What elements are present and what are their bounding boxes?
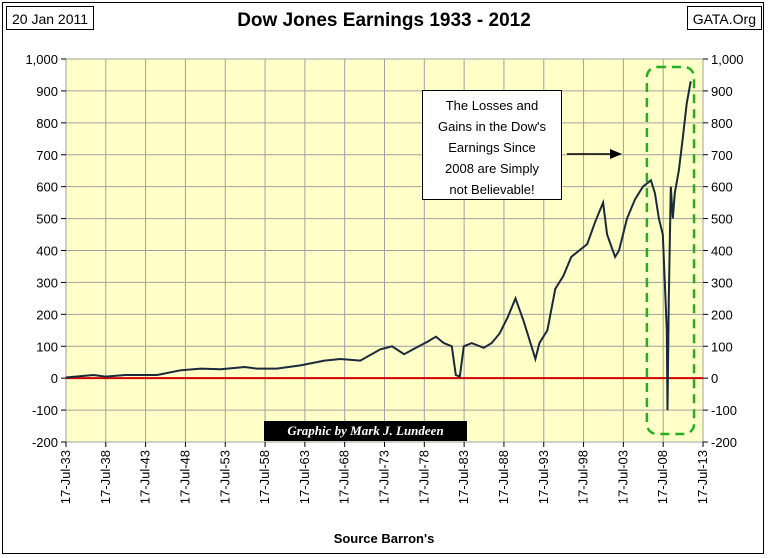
x-tick-label: 17-Jul-53 xyxy=(217,450,232,504)
x-tick-label: 17-Jul-43 xyxy=(138,450,153,504)
x-tick-label: 17-Jul-03 xyxy=(615,450,630,504)
y-tick-label-left: 400 xyxy=(36,244,58,259)
y-tick-label-right: 600 xyxy=(711,180,733,195)
highlight-group xyxy=(645,65,696,436)
x-tick-label: 17-Jul-93 xyxy=(536,450,551,504)
y-tick-label-right: -100 xyxy=(711,403,737,418)
y-tick-label-left: 300 xyxy=(36,275,58,290)
x-tick-label: 17-Jul-78 xyxy=(416,450,431,504)
y-tick-label-right: 200 xyxy=(711,307,733,322)
note-line-1: The Losses and xyxy=(445,98,539,113)
note-line-3: Earnings Since xyxy=(448,140,536,155)
y-tick-label-left: 700 xyxy=(36,148,58,163)
x-tick-label: 17-Jul-38 xyxy=(98,450,113,504)
x-tick-label: 17-Jul-83 xyxy=(456,450,471,504)
y-axis-left: -200 -100 0 100 200 300 400 500 600 700 800 900 1,00… xyxy=(25,52,66,450)
x-tick-label: 17-Jul-63 xyxy=(297,450,312,504)
y-tick-label-right: 400 xyxy=(711,244,733,259)
source-label: Source Barron's xyxy=(333,531,435,546)
y-axis-right: -200 -100 0 100 200 300 400 500 600 700 800 900 1,00… xyxy=(703,52,744,450)
note-line-5: not Believable! xyxy=(449,182,535,197)
y-tick-label-left: 0 xyxy=(51,371,58,386)
y-tick-label-left: 1,000 xyxy=(25,52,58,67)
x-tick-label: 17-Jul-08 xyxy=(655,450,670,504)
x-tick-label: 17-Jul-33 xyxy=(58,450,73,504)
annotation-note: The Losses and Gains in the Dow's Earnin… xyxy=(422,90,562,200)
credit-label: Graphic by Mark J. Lundeen xyxy=(264,421,467,441)
x-tick-label: 17-Jul-58 xyxy=(257,450,272,504)
highlight-box xyxy=(645,65,696,436)
chart-title: Dow Jones Earnings 1933 - 2012 xyxy=(237,10,531,31)
x-tick-label: 17-Jul-98 xyxy=(576,450,591,504)
x-tick-label: 17-Jul-68 xyxy=(337,450,352,504)
y-tick-label-right: 0 xyxy=(711,371,718,386)
note-line-2: Gains in the Dow's xyxy=(438,119,546,134)
y-tick-label-left: 500 xyxy=(36,212,58,227)
y-tick-label-left: -200 xyxy=(32,435,58,450)
y-tick-label-left: 800 xyxy=(36,116,58,131)
date-label: 20 Jan 2011 xyxy=(6,6,95,30)
x-tick-label: 17-Jul-73 xyxy=(377,450,392,504)
y-tick-label-left: 100 xyxy=(36,339,58,354)
series-line-earnings xyxy=(65,81,692,411)
x-tick-label: 17-Jul-48 xyxy=(177,450,192,504)
y-tick-label-right: 100 xyxy=(711,339,733,354)
y-tick-label-right: 800 xyxy=(711,116,733,131)
y-tick-label-right: 500 xyxy=(711,212,733,227)
x-axis: 17-Jul-33 17-Jul-38 17-Jul-43 17-Jul-48 17-J… xyxy=(58,442,710,504)
annotation-arrow xyxy=(567,149,622,159)
y-tick-label-right: -200 xyxy=(711,435,737,450)
x-tick-label: 17-Jul-88 xyxy=(496,450,511,504)
site-label: GATA.Org xyxy=(686,6,762,30)
y-tick-label-left: 200 xyxy=(36,307,58,322)
y-tick-label-left: 600 xyxy=(36,180,58,195)
y-tick-label-right: 300 xyxy=(711,275,733,290)
note-line-4: 2008 are Simply xyxy=(445,161,539,176)
y-tick-label-left: -100 xyxy=(32,403,58,418)
y-tick-label-right: 900 xyxy=(711,84,733,99)
y-tick-label-left: 900 xyxy=(36,84,58,99)
y-tick-label-right: 700 xyxy=(711,148,733,163)
x-tick-label: 17-Jul-13 xyxy=(695,450,710,504)
y-tick-label-right: 1,000 xyxy=(711,52,744,67)
